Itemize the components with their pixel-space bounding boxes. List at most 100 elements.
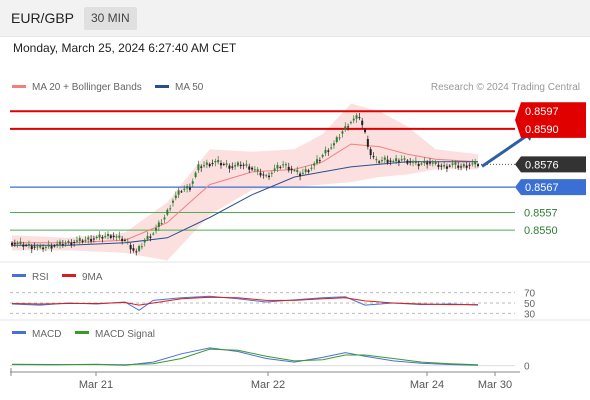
candle-body [92,238,95,240]
candle-body [352,118,355,121]
credit-text: Research © 2024 Trading Central [431,82,580,93]
candle-body [366,139,369,147]
candle-body [152,233,155,235]
legend-macd-signal: MACD Signal [95,329,155,340]
candle-body [33,246,36,248]
candle-body [474,161,477,165]
candle-body [183,188,186,190]
level-label-support: 0.8557 [524,207,558,219]
candle-body [73,242,76,244]
candle-body [332,143,335,146]
level-label-last: 0.8576 [525,159,559,171]
candle-body [293,170,296,172]
level-tag-bg [515,179,586,196]
candle-body [208,163,211,167]
candle-body [177,190,180,195]
candle-body [140,246,143,248]
candle-body [259,172,262,176]
macd-signal-line [11,348,479,366]
candle-body [284,164,287,166]
candle-body [299,173,302,177]
rsi-ma-line [11,296,478,306]
candle-body [420,163,423,165]
candle-body [169,208,172,210]
timeframe-button[interactable]: 30 MIN [84,7,137,30]
candle-body [412,161,415,163]
candle-body [301,172,304,174]
header-bar: EUR/GBP 30 MIN [0,0,590,37]
legend-ma20: MA 20 + Bollinger Bands [32,82,142,93]
candle-body [219,163,222,166]
candle-body [171,200,174,203]
candle-body [11,242,13,246]
candle-body [270,172,273,174]
candle-body [222,163,225,165]
level-label-resistance: 0.8590 [525,124,559,136]
candle-body [468,164,471,166]
rsi-tick-label: 70 [524,289,536,300]
candle-body [279,166,282,168]
candle-body [98,234,101,238]
candle-body [121,238,124,242]
candle-body [19,241,22,245]
candle-body [109,235,112,238]
forecast-arrow [481,133,529,168]
candle-body [50,246,53,249]
candle-body [39,245,42,248]
level-label-pivot: 0.8567 [525,182,559,194]
candle-body [231,166,234,168]
legend-swatch-macd [12,331,26,334]
candle-body [115,236,118,238]
candle-body [163,217,166,220]
candle-body [64,243,67,245]
candle-body [403,158,406,160]
candle-body [347,126,350,128]
rsi-tick-label: 50 [524,299,536,310]
candle-body [383,157,386,160]
candle-body [78,238,81,242]
candle-body [211,163,214,165]
candle-body [355,115,358,119]
candle-body [87,237,90,240]
candle-body [126,241,129,243]
candle-body [440,165,443,167]
candle-body [59,241,62,245]
level-tag-bg [515,156,586,173]
legend-macd: MACD [32,329,61,340]
legend-swatch-ma50 [155,85,169,88]
candle-body [400,159,403,161]
candle-body [324,149,327,154]
timestamp: Monday, March 25, 2024 6:27:40 AM CET [13,41,237,55]
candle-body [304,169,307,172]
candle-body [242,164,245,166]
legend-swatch-9ma [62,274,76,277]
candle-body [451,163,454,165]
candle-body [166,209,169,215]
x-tick-label: Mar 21 [79,379,113,391]
x-tick-label: Mar 24 [410,379,444,391]
candle-body [414,160,417,164]
candle-body [253,169,256,171]
candle-body [462,164,465,167]
candle-body [434,161,437,164]
candle-body [149,236,152,238]
candle-body [205,162,208,165]
candle-body [426,162,429,165]
candle-body [445,166,448,169]
candle-body [417,163,420,167]
candle-body [70,242,73,245]
candle-body [146,235,149,240]
macd-line [11,347,479,366]
candle-body [431,162,434,164]
rsi-tick-label: 30 [524,309,536,320]
level-label-support: 0.8550 [524,225,558,237]
candle-body [268,175,271,178]
candle-body [361,120,364,126]
candle-body [118,235,121,238]
candle-body [443,165,446,167]
candle-body [143,240,146,243]
bollinger-band [12,103,478,261]
candle-body [236,162,239,166]
candle-body [296,170,299,172]
candle-body [341,131,344,134]
